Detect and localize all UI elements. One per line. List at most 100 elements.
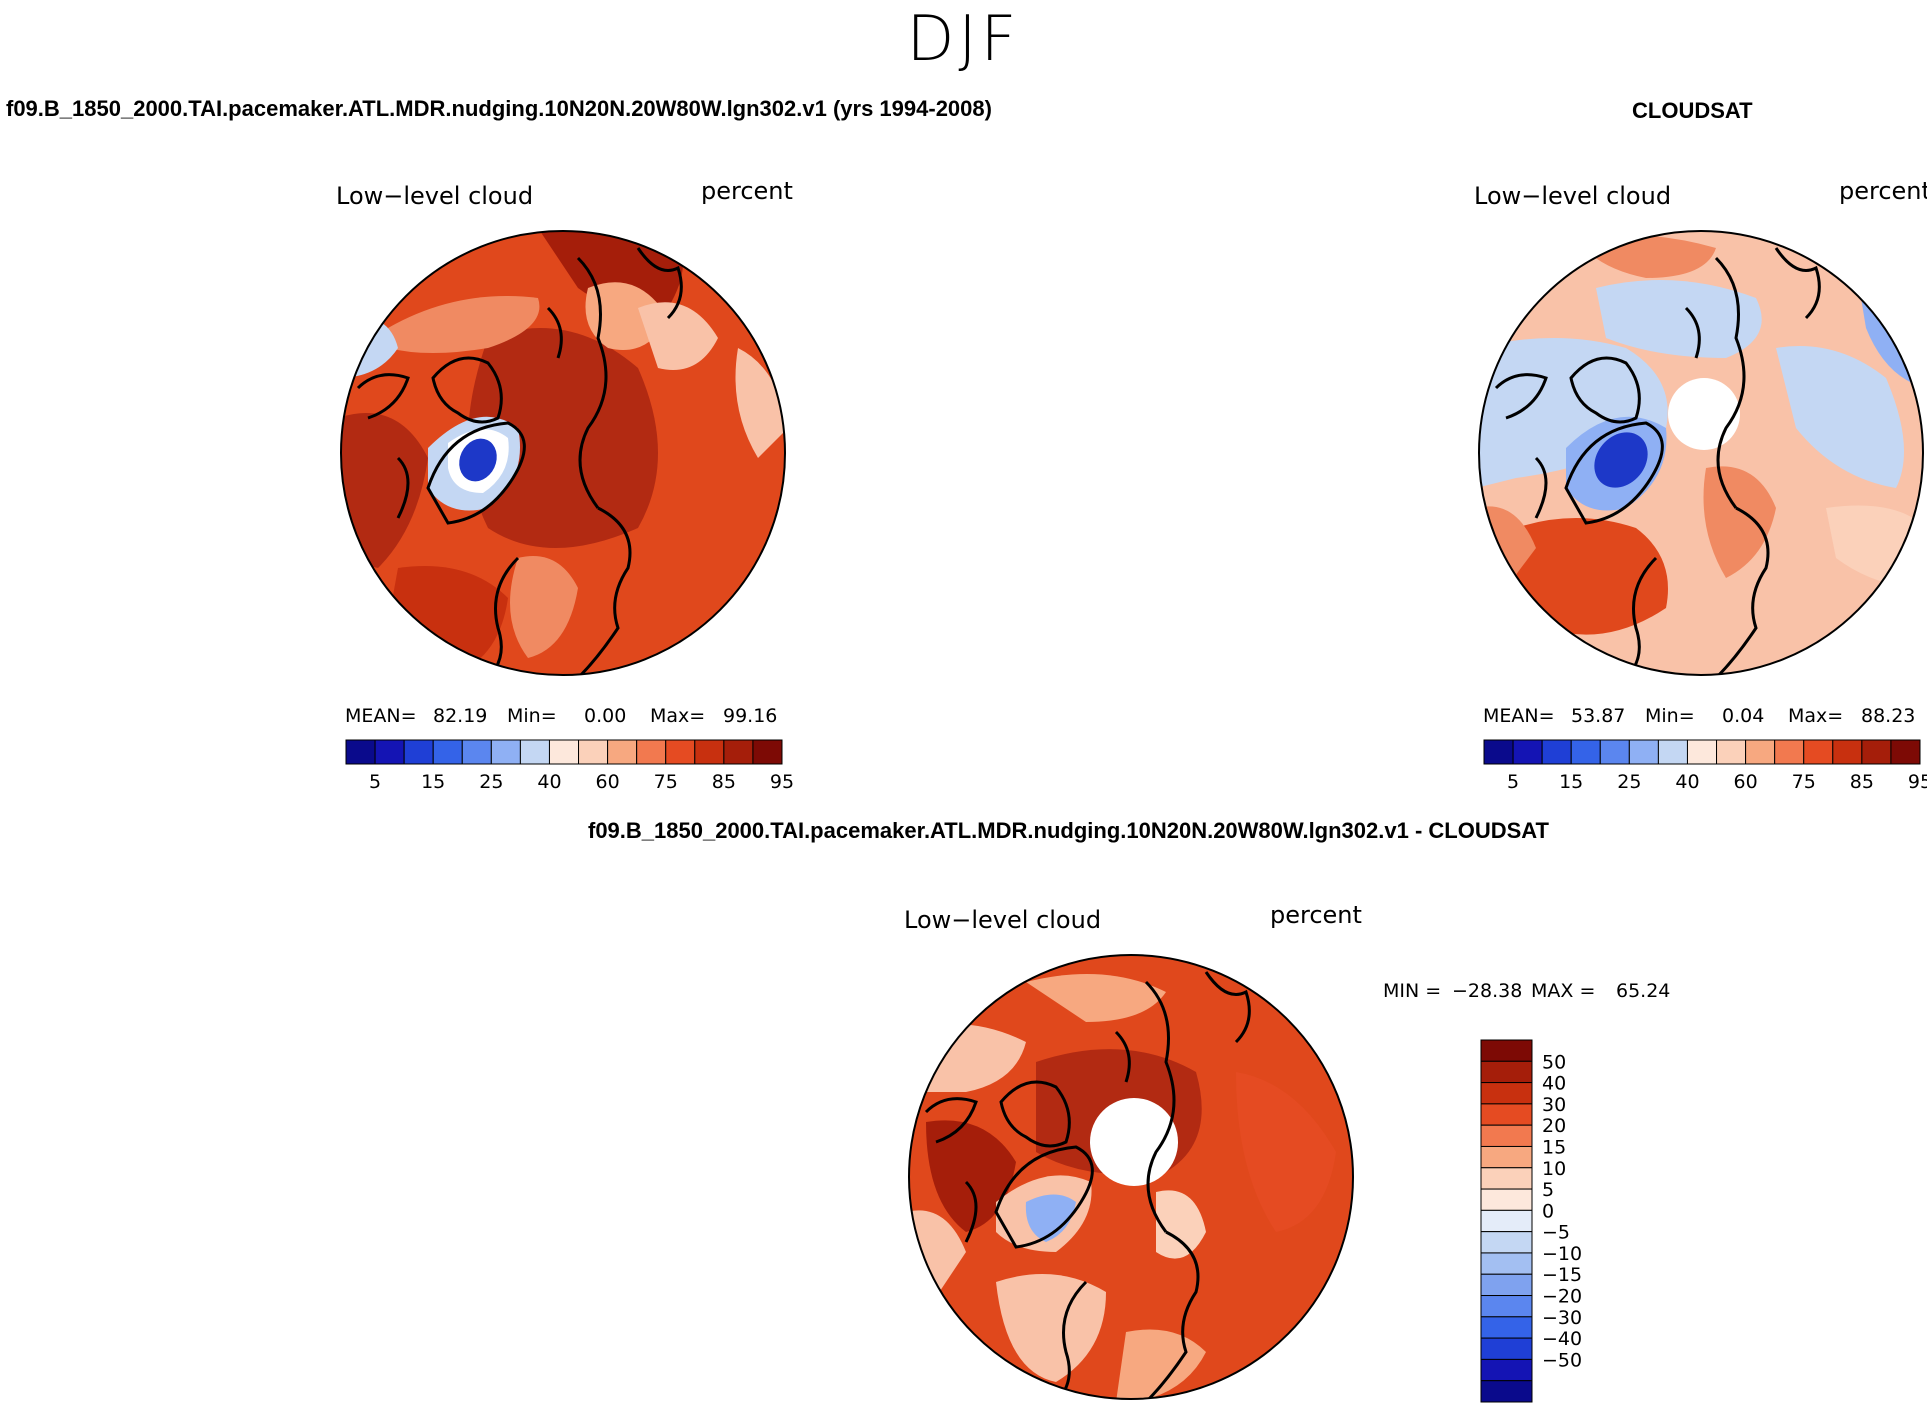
diff-colorbar-box bbox=[1480, 1209, 1533, 1233]
model-min-value: 0.00 bbox=[584, 705, 627, 727]
obs-colorbar-tick-label: 25 bbox=[1617, 771, 1641, 793]
diff-colorbar-box bbox=[1480, 1380, 1533, 1403]
model-min-label: Min= bbox=[507, 705, 557, 727]
model-variable-label: Low−level cloud bbox=[336, 182, 534, 210]
obs-units-label: percent bbox=[1839, 177, 1927, 205]
model-colorbar-box bbox=[374, 739, 405, 765]
diff-field-light-top2 bbox=[1026, 974, 1166, 1022]
diff-units-label: percent bbox=[1270, 901, 1362, 929]
model-greenland-core bbox=[459, 438, 497, 482]
model-colorbar-box bbox=[490, 739, 521, 765]
obs-colorbar-box bbox=[1890, 739, 1921, 765]
diff-colorbar-box bbox=[1480, 1188, 1533, 1211]
obs-field-blue-east bbox=[1776, 346, 1904, 488]
diff-colorbar-box bbox=[1480, 1337, 1533, 1360]
model-max-label: Max= bbox=[650, 705, 706, 727]
diff-field-red-east bbox=[1236, 1072, 1336, 1232]
obs-colorbar-box bbox=[1803, 739, 1834, 765]
obs-colorbar-tick-label: 60 bbox=[1734, 771, 1758, 793]
obs-max-label: Max= bbox=[1788, 705, 1844, 727]
model-colorbar-tick-label: 15 bbox=[421, 771, 445, 793]
model-colorbar-box bbox=[548, 739, 580, 765]
diff-field-light-se bbox=[1156, 1190, 1206, 1259]
obs-colorbar-box bbox=[1512, 739, 1543, 765]
diff-map-border bbox=[908, 954, 1354, 1400]
diff-colorbar-box bbox=[1480, 1295, 1533, 1318]
diff-colorbar-tick-label: 30 bbox=[1542, 1094, 1566, 1116]
model-field-light-top bbox=[388, 296, 540, 353]
diff-colorbar-box bbox=[1480, 1103, 1533, 1126]
diff-colorbar-box bbox=[1480, 1039, 1533, 1062]
diff-colorbar-box bbox=[1480, 1145, 1533, 1169]
obs-colorbar-tick-label: 95 bbox=[1908, 771, 1927, 793]
model-colorbar-box bbox=[403, 739, 434, 765]
diff-colorbar-tick-label: −15 bbox=[1542, 1264, 1582, 1286]
model-colorbar-box bbox=[723, 739, 754, 765]
obs-colorbar-box bbox=[1861, 739, 1892, 765]
model-colorbar-tick-label: 60 bbox=[596, 771, 620, 793]
diff-field-pink-south bbox=[996, 1274, 1106, 1382]
model-colorbar-tick-label: 75 bbox=[654, 771, 678, 793]
diff-colorbar-tick-label: 40 bbox=[1542, 1073, 1566, 1095]
model-colorbar-box bbox=[636, 739, 667, 765]
model-colorbar-box bbox=[345, 739, 376, 765]
obs-colorbar: 5 15 25 40 60 75 85 95 bbox=[1483, 739, 1927, 793]
obs-greenland-core bbox=[1594, 432, 1648, 488]
obs-colorbar-box bbox=[1832, 739, 1863, 765]
diff-colorbar-tick-label: 20 bbox=[1542, 1115, 1566, 1137]
model-colorbar-box bbox=[461, 739, 492, 765]
model-field-dark-top-right bbox=[538, 231, 683, 311]
obs-min-value: 0.04 bbox=[1722, 705, 1765, 727]
model-field-dark-center bbox=[468, 328, 658, 548]
diff-colorbar-tick-label: −5 bbox=[1542, 1222, 1570, 1244]
obs-variable-label: Low−level cloud bbox=[1474, 182, 1672, 210]
model-colorbar-tick-label: 85 bbox=[712, 771, 736, 793]
diff-colorbar-tick-label: −10 bbox=[1542, 1243, 1582, 1265]
obs-colorbar-box bbox=[1774, 739, 1805, 765]
diff-colorbar-box bbox=[1480, 1124, 1533, 1147]
obs-colorbar-tick-label: 40 bbox=[1675, 771, 1699, 793]
obs-mean-label: MEAN= bbox=[1483, 705, 1555, 727]
model-mean-label: MEAN= bbox=[345, 705, 417, 727]
model-max-value: 99.16 bbox=[723, 705, 778, 727]
model-colorbar-tick-label: 5 bbox=[369, 771, 381, 793]
obs-colorbar-box bbox=[1657, 739, 1688, 765]
model-field-pink-ne bbox=[638, 302, 718, 370]
diff-colorbar-box bbox=[1480, 1060, 1533, 1084]
obs-pole-hole bbox=[1668, 378, 1740, 450]
diff-colorbar-box bbox=[1480, 1358, 1533, 1382]
diff-max-value: 65.24 bbox=[1616, 980, 1671, 1002]
obs-min-label: Min= bbox=[1645, 705, 1695, 727]
diff-case-title: f09.B_1850_2000.TAI.pacemaker.ATL.MDR.nu… bbox=[588, 818, 1549, 843]
diff-min-label: MIN = bbox=[1383, 980, 1442, 1002]
diff-colorbar-box bbox=[1480, 1252, 1533, 1275]
obs-colorbar-box bbox=[1541, 739, 1572, 765]
obs-colorbar-box bbox=[1570, 739, 1601, 765]
diff-colorbar-tick-label: −30 bbox=[1542, 1307, 1582, 1329]
diff-colorbar-tick-label: 0 bbox=[1542, 1200, 1554, 1222]
diff-colorbar-box bbox=[1480, 1231, 1533, 1254]
obs-colorbar-box bbox=[1628, 739, 1659, 765]
model-colorbar-box bbox=[607, 739, 638, 765]
obs-coastlines bbox=[1494, 247, 1821, 675]
diff-field-dark-left bbox=[926, 1120, 1016, 1232]
diff-colorbar-tick-label: 50 bbox=[1542, 1051, 1566, 1073]
obs-colorbar-tick-label: 5 bbox=[1507, 771, 1519, 793]
diff-colorbar-box bbox=[1480, 1316, 1533, 1339]
obs-field-red-south bbox=[1514, 518, 1668, 635]
model-colorbar-box bbox=[519, 739, 550, 765]
obs-mean-value: 53.87 bbox=[1571, 705, 1626, 727]
obs-polar-map bbox=[1478, 230, 1924, 676]
model-field-light-se bbox=[510, 556, 578, 658]
model-colorbar-box bbox=[752, 739, 783, 765]
obs-colorbar-box bbox=[1599, 739, 1630, 765]
model-colorbar-tick-label: 25 bbox=[479, 771, 503, 793]
obs-colorbar-box bbox=[1483, 739, 1514, 765]
model-map-border bbox=[340, 230, 786, 676]
model-field-pink-east bbox=[735, 348, 785, 458]
model-colorbar-box bbox=[665, 739, 696, 765]
diff-max-label: MAX = bbox=[1531, 980, 1596, 1002]
diff-colorbar-tick-label: 5 bbox=[1542, 1179, 1554, 1201]
model-colorbar-box bbox=[578, 739, 609, 765]
obs-case-title: CLOUDSAT bbox=[1632, 98, 1753, 123]
